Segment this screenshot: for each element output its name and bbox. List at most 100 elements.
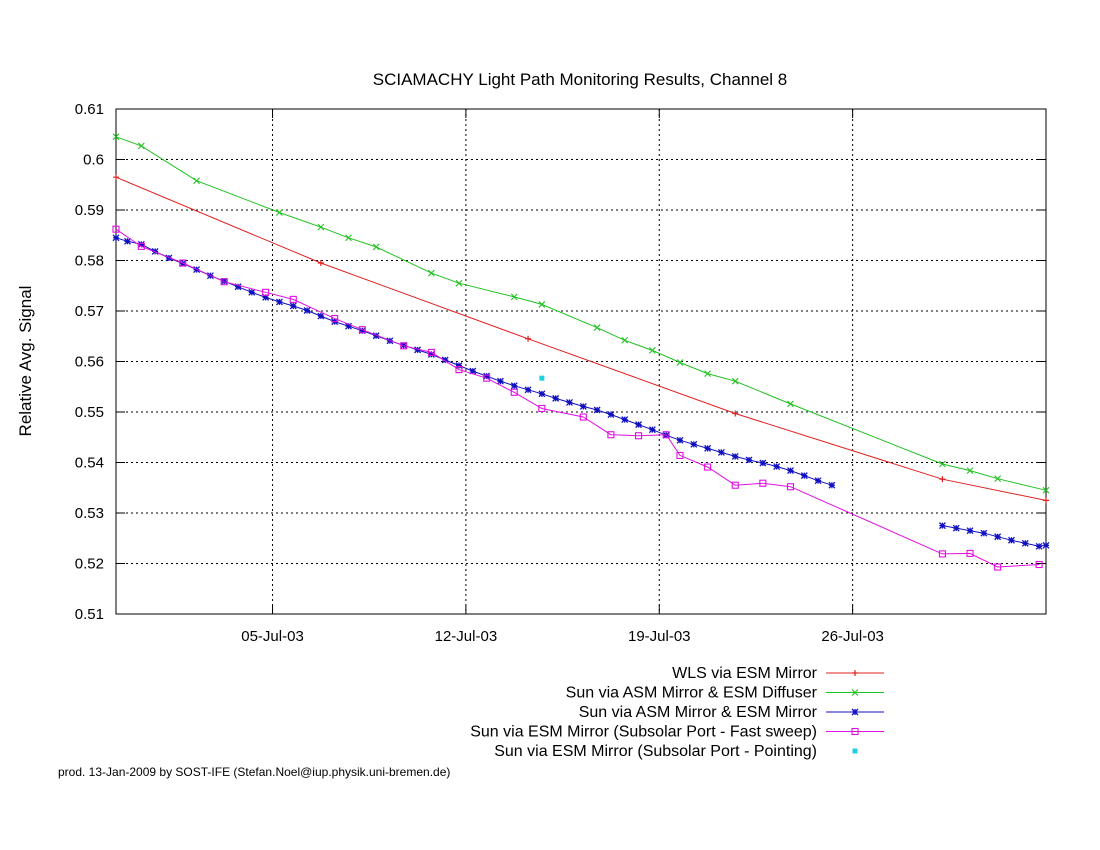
data-point	[648, 426, 656, 434]
data-point	[994, 475, 1002, 483]
data-point	[851, 727, 859, 736]
data-point	[759, 459, 767, 467]
data-point	[496, 377, 504, 385]
data-point	[980, 529, 988, 537]
data-point	[289, 295, 297, 303]
y-tick-label: 0.61	[75, 101, 104, 118]
data-point	[427, 269, 435, 277]
data-point	[966, 527, 974, 535]
data-point	[621, 336, 629, 344]
data-point	[510, 388, 518, 396]
data-point	[455, 366, 463, 374]
y-tick-label: 0.52	[75, 556, 104, 573]
data-point	[1043, 497, 1049, 504]
data-point	[552, 394, 560, 402]
data-point	[345, 322, 352, 330]
data-point	[469, 367, 477, 375]
data-point	[510, 382, 518, 390]
data-point	[717, 448, 725, 456]
data-point	[800, 472, 808, 480]
series-2	[112, 133, 1050, 494]
y-tick-label: 0.53	[75, 505, 104, 522]
y-tick-label: 0.58	[75, 253, 104, 270]
data-point	[400, 342, 408, 350]
legend-label: Sun via ASM Mirror & ESM Mirror	[579, 704, 818, 721]
data-point	[112, 133, 120, 141]
data-point	[358, 326, 366, 334]
series-1	[113, 174, 1049, 504]
data-point	[731, 481, 739, 489]
data-point	[851, 708, 859, 716]
data-point	[289, 302, 297, 310]
data-point	[828, 481, 836, 489]
chart-title: SCIAMACHY Light Path Monitoring Results,…	[373, 70, 788, 89]
y-tick-label: 0.55	[75, 404, 104, 421]
data-point	[331, 315, 339, 323]
data-point	[414, 346, 422, 354]
data-point	[994, 533, 1002, 541]
data-point	[648, 347, 656, 354]
data-point	[179, 259, 187, 267]
legend: WLS via ESM Mirror Sun via ASM Mirror & E…	[470, 665, 884, 760]
data-point	[787, 400, 794, 408]
legend-label: Sun via ESM Mirror (Subsolar Port - Fast…	[470, 724, 817, 741]
data-point	[607, 411, 615, 418]
data-point	[966, 549, 974, 557]
data-point	[759, 479, 767, 487]
data-point	[137, 240, 145, 248]
data-point	[994, 563, 1002, 571]
data-point	[704, 370, 711, 378]
data-point	[317, 223, 325, 231]
data-point	[483, 374, 491, 382]
data-point	[524, 386, 532, 394]
data-point	[234, 283, 242, 291]
data-point	[731, 377, 739, 385]
data-point	[786, 483, 795, 491]
axis-ticks: 0.51 0.52 0.53 0.54 0.55 0.56 0.57 0.58 0.59 0.6 0…	[75, 101, 1046, 645]
data-point	[1042, 541, 1050, 549]
data-point	[634, 432, 643, 440]
series-line	[115, 176, 1047, 501]
footer-credit: prod. 13-Jan-2009 by SOST-IFE (Stefan.No…	[58, 765, 450, 779]
data-point	[193, 177, 200, 185]
data-point	[566, 398, 573, 406]
data-point	[1042, 486, 1050, 494]
data-point	[538, 404, 546, 413]
data-point	[635, 421, 643, 429]
data-point	[621, 416, 629, 424]
grid-lines	[116, 109, 1046, 614]
data-point	[1021, 539, 1029, 547]
data-point	[593, 406, 601, 414]
data-point	[303, 307, 311, 314]
legend-label: WLS via ESM Mirror	[672, 665, 818, 682]
y-tick-label: 0.54	[75, 455, 104, 472]
data-point	[510, 293, 518, 301]
data-point	[262, 293, 270, 301]
data-point	[112, 234, 120, 242]
data-point	[248, 288, 256, 296]
data-point	[704, 463, 712, 471]
y-tick-label: 0.56	[75, 354, 104, 371]
data-point	[441, 356, 449, 364]
data-point	[124, 237, 131, 245]
data-point	[539, 375, 545, 381]
data-point	[966, 467, 974, 474]
series-4	[112, 225, 1043, 571]
y-tick-label: 0.57	[75, 303, 104, 320]
data-point	[112, 225, 120, 233]
data-point	[1035, 560, 1043, 569]
data-point	[607, 431, 615, 439]
data-point	[455, 279, 463, 287]
data-point	[262, 288, 270, 296]
data-point	[1035, 542, 1043, 550]
data-point	[773, 463, 781, 470]
data-point	[525, 335, 532, 342]
series-layer	[112, 133, 1050, 571]
series-line	[115, 237, 833, 486]
data-point	[676, 359, 684, 366]
data-point	[745, 456, 753, 464]
y-tick-label: 0.51	[75, 606, 104, 623]
data-point	[579, 402, 587, 410]
y-axis-label: Relative Avg. Signal	[16, 286, 35, 437]
